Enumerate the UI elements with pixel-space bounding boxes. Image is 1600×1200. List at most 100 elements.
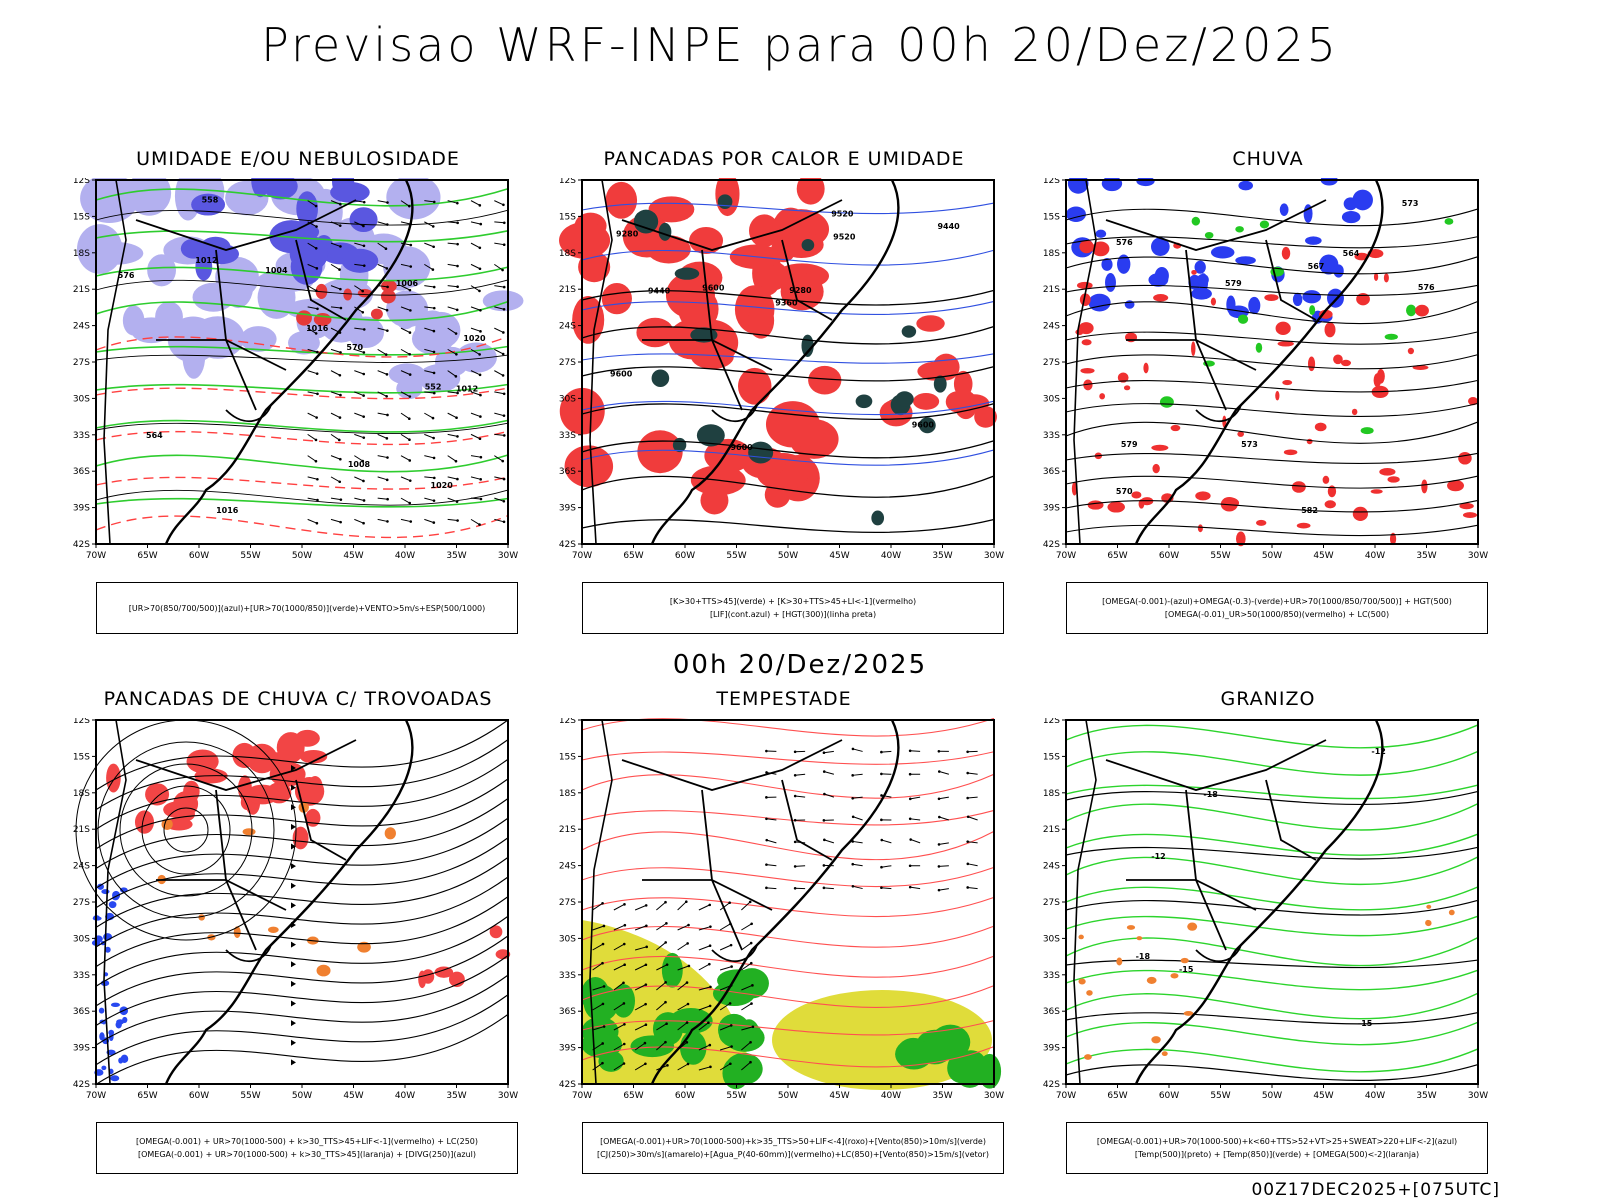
contour-label: 1012 <box>195 256 217 265</box>
lat-tick-label: 21S <box>559 825 576 835</box>
shaded-area <box>895 391 914 407</box>
shaded-area <box>1083 379 1093 391</box>
wind-vector-head <box>686 1002 690 1006</box>
wind-vector-head <box>455 500 459 503</box>
wind-vector <box>447 327 457 334</box>
wind-vector <box>741 942 752 951</box>
shaded-area <box>183 780 200 803</box>
contour-line <box>581 289 995 306</box>
contour-line <box>581 985 995 1008</box>
wind-vector-head <box>338 268 341 271</box>
wind-vector-head <box>432 245 435 249</box>
wind-vector-head <box>502 331 505 334</box>
lat-tick-label: 15S <box>73 752 90 762</box>
contour-line <box>95 335 509 358</box>
wind-vector-head <box>479 222 483 226</box>
wind-vector-head <box>601 961 604 965</box>
country-border <box>1105 199 1327 251</box>
shaded-area <box>930 1024 971 1060</box>
lat-tick-label: 36S <box>73 1007 90 1017</box>
wind-vector-head <box>730 965 733 968</box>
shaded-area <box>689 227 724 255</box>
shaded-area <box>1086 990 1093 996</box>
wind-vector-head <box>432 285 436 289</box>
shaded-area <box>1406 304 1417 317</box>
wind-vector-head <box>456 435 459 438</box>
coastline-andes <box>103 719 127 1085</box>
shaded-area <box>195 252 213 281</box>
wind-vector <box>307 370 318 375</box>
country-border <box>135 739 357 791</box>
country-border <box>225 944 272 962</box>
wind-vector <box>307 327 317 334</box>
country-border <box>621 199 843 251</box>
shaded-area <box>251 178 270 198</box>
wind-vector <box>354 263 365 267</box>
country-border <box>1265 779 1317 861</box>
wind-vector-head <box>749 1060 752 1064</box>
wind-vector <box>447 242 458 245</box>
shaded-area <box>1302 290 1322 304</box>
lon-tick-label: 60W <box>189 551 209 561</box>
coastline-andes <box>589 179 613 545</box>
wind-vector <box>307 200 317 207</box>
wind-vector-head <box>765 838 769 842</box>
wind-vector <box>967 841 978 844</box>
shaded-area <box>954 1055 986 1088</box>
wind-vector-head <box>478 267 482 271</box>
wind-vector-head <box>937 770 941 773</box>
shaded-area <box>1080 367 1095 374</box>
shaded-area <box>1462 512 1478 518</box>
wind-vector-head <box>728 901 731 905</box>
contour-line <box>581 325 995 345</box>
contour-line <box>1065 208 1479 227</box>
wind-vector <box>494 455 503 462</box>
wind-vector-head <box>822 770 826 773</box>
wind-vector-head <box>643 1041 647 1045</box>
wind-vector-head <box>966 840 969 843</box>
contour-line <box>1065 452 1479 464</box>
shaded-area <box>386 178 441 220</box>
shaded-area <box>1191 341 1196 357</box>
shaded-area <box>276 732 305 764</box>
shaded-area <box>127 178 172 216</box>
wind-vector-head <box>501 352 505 356</box>
wind-vector-head <box>454 375 458 378</box>
streamline <box>95 758 509 830</box>
wind-vector-head <box>748 900 752 904</box>
shaded-area <box>1444 218 1454 225</box>
wind-vector-head <box>408 353 412 356</box>
wind-vector-head <box>478 523 481 526</box>
lon-tick-label: 60W <box>675 1091 695 1101</box>
shaded-area <box>1150 237 1170 256</box>
wind-vector <box>470 327 481 332</box>
wind-vector <box>470 412 481 418</box>
contour-line <box>1065 992 1479 1020</box>
wind-vector-head <box>602 985 606 988</box>
contour-line <box>581 403 995 420</box>
lat-tick-label: 30S <box>1043 934 1060 944</box>
wind-vector <box>634 1042 646 1051</box>
wind-vector-head <box>431 268 435 271</box>
contour-line <box>1065 915 1479 937</box>
wind-vector <box>494 370 504 376</box>
wind-vector-head <box>601 1061 604 1065</box>
lon-tick-label: 55W <box>240 551 260 561</box>
wind-vector-head <box>432 521 436 524</box>
wind-vector <box>447 476 458 480</box>
country-border <box>781 779 833 861</box>
lat-tick-label: 15S <box>73 212 90 222</box>
wind-vector <box>613 924 626 931</box>
wind-vector <box>424 263 434 271</box>
wind-vector <box>470 518 480 526</box>
lon-tick-label: 50W <box>1262 1091 1282 1101</box>
shaded-area <box>696 424 725 447</box>
wind-vector <box>677 982 688 991</box>
streamline-arrow <box>291 882 296 889</box>
shaded-area <box>316 964 331 977</box>
wind-vector-head <box>880 794 883 797</box>
shaded-area <box>684 319 739 366</box>
legend-line: [LIF](cont.azul) + [HGT(300)](linha pret… <box>709 610 877 619</box>
shaded-area <box>120 1054 129 1064</box>
shaded-area <box>380 289 396 304</box>
